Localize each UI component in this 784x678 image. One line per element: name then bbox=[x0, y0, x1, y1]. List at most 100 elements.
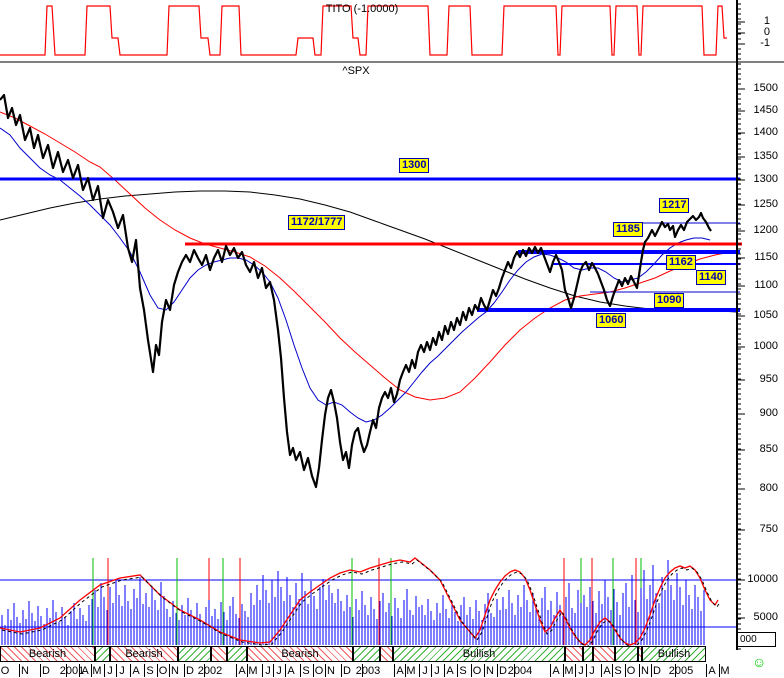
x-axis-label: 2001 bbox=[59, 665, 85, 677]
x-axis-label: D bbox=[42, 665, 50, 677]
price-axis-tick-label: 1100 bbox=[754, 279, 778, 291]
tito-wave bbox=[0, 5, 727, 56]
regime-segment-bullish bbox=[178, 646, 211, 662]
level-annotation-1172-1777[interactable]: 1172/1777 bbox=[288, 215, 346, 230]
top-axis-tick-label: 0 bbox=[763, 26, 770, 38]
price-axis-tick-label: 1000 bbox=[753, 340, 778, 352]
price-axis-tick-label: 1400 bbox=[753, 126, 778, 138]
x-axis-label: A bbox=[446, 665, 454, 677]
regime-segment-bullish bbox=[615, 646, 638, 662]
regime-segment-label: Bearish bbox=[125, 648, 163, 660]
price-axis-tick-label: 900 bbox=[759, 407, 778, 419]
oscillator-red-line bbox=[0, 557, 719, 646]
x-axis-tick bbox=[325, 664, 326, 677]
x-axis-tick bbox=[262, 664, 263, 677]
x-axis-tick bbox=[184, 664, 185, 677]
x-axis-tick bbox=[19, 664, 20, 677]
x-axis-tick bbox=[612, 664, 613, 677]
x-axis-tick bbox=[157, 664, 158, 677]
x-axis-label: 2003 bbox=[355, 665, 381, 677]
x-axis-label: A bbox=[132, 665, 140, 677]
x-axis-tick bbox=[79, 664, 80, 677]
expert-smiley-icon[interactable]: ☺ bbox=[752, 654, 767, 670]
x-axis-tick bbox=[497, 664, 498, 677]
level-annotation-1185[interactable]: 1185 bbox=[613, 222, 643, 237]
x-axis-tick bbox=[419, 664, 420, 677]
price-line bbox=[0, 93, 712, 489]
x-axis-tick bbox=[91, 664, 92, 677]
x-axis-label: 2005 bbox=[668, 665, 694, 677]
x-axis-label: A bbox=[552, 665, 560, 677]
x-axis-tick bbox=[362, 664, 363, 677]
regime-segment-bearish: Bearish bbox=[110, 646, 178, 662]
x-axis-label: O bbox=[472, 665, 482, 677]
x-axis-label: D bbox=[653, 665, 661, 677]
x-axis-label: A bbox=[81, 665, 89, 677]
regime-segment-bearish: Bearish bbox=[0, 646, 95, 662]
x-axis-tick bbox=[313, 664, 314, 677]
x-axis-tick bbox=[719, 664, 720, 677]
x-axis-label: O bbox=[0, 665, 10, 677]
x-axis-tick bbox=[394, 664, 395, 677]
x-axis-tick bbox=[431, 664, 432, 677]
x-axis-label: J bbox=[422, 665, 428, 677]
price-axis-tick-label: 1450 bbox=[753, 104, 778, 116]
x-axis-tick bbox=[104, 664, 105, 677]
x-axis-label: J bbox=[276, 665, 282, 677]
x-axis-tick bbox=[514, 664, 515, 677]
price-axis-tick-label: 850 bbox=[759, 443, 778, 455]
x-axis-label: S bbox=[146, 665, 154, 677]
x-axis-tick bbox=[601, 664, 602, 677]
x-axis-tick bbox=[273, 664, 274, 677]
price-axis-tick-label: 1150 bbox=[754, 251, 778, 263]
top-axis-tick-label: -1 bbox=[760, 37, 770, 49]
level-annotation-1162[interactable]: 1162 bbox=[666, 255, 696, 270]
x-axis-tick bbox=[405, 664, 406, 677]
main-chart-title: ^SPX bbox=[342, 65, 370, 77]
level-annotation-1300[interactable]: 1300 bbox=[399, 158, 430, 173]
regime-segment-label: Bearish bbox=[28, 648, 67, 660]
regime-segment-bearish: Bearish bbox=[247, 646, 353, 662]
x-axis-tick bbox=[457, 664, 458, 677]
x-axis-tick bbox=[484, 664, 485, 677]
x-axis-tick bbox=[40, 664, 41, 677]
price-axis-tick-label: 1200 bbox=[753, 224, 778, 236]
x-axis-label: A bbox=[603, 665, 611, 677]
regime-segment-label: Bullish bbox=[462, 648, 496, 660]
x-axis-label: D bbox=[343, 665, 351, 677]
x-axis-label: O bbox=[626, 665, 636, 677]
level-annotation-1060[interactable]: 1060 bbox=[596, 313, 627, 328]
price-axis-tick-label: 750 bbox=[759, 523, 778, 535]
regime-segment-bullish bbox=[95, 646, 110, 662]
level-annotation-1217[interactable]: 1217 bbox=[659, 198, 690, 213]
price-axis-tick-label: 1500 bbox=[753, 82, 778, 94]
x-axis-label: N bbox=[21, 665, 29, 677]
x-axis-tick bbox=[300, 664, 301, 677]
price-axis-tick-label: 950 bbox=[759, 373, 778, 385]
regime-segment-bearish bbox=[380, 646, 393, 662]
x-axis-label: 2004 bbox=[507, 665, 533, 677]
x-axis-tick bbox=[116, 664, 117, 677]
x-axis-label: O bbox=[314, 665, 324, 677]
price-axis-tick-label: 1250 bbox=[753, 198, 778, 210]
x-axis-tick bbox=[341, 664, 342, 677]
x-axis-label: S bbox=[459, 665, 467, 677]
x-axis-label: J bbox=[265, 665, 271, 677]
x-axis-tick bbox=[285, 664, 286, 677]
x-axis-tick bbox=[639, 664, 640, 677]
level-annotation-1140[interactable]: 1140 bbox=[696, 270, 726, 285]
signal-vlines bbox=[92, 558, 642, 645]
x-axis-label: A bbox=[708, 665, 716, 677]
x-axis-label: S bbox=[302, 665, 310, 677]
oscillator-dashed-line bbox=[1, 559, 721, 648]
x-axis-label: J bbox=[589, 665, 595, 677]
volume-axis-tick-label: 5000 bbox=[753, 611, 778, 623]
x-axis-label: N bbox=[641, 665, 649, 677]
volume-axis-tick-label: 10000 bbox=[747, 573, 778, 585]
x-axis-label: O bbox=[158, 665, 168, 677]
x-axis-label: N bbox=[171, 665, 179, 677]
level-annotation-1090[interactable]: 1090 bbox=[654, 293, 685, 308]
x-axis-label: A bbox=[238, 665, 246, 677]
